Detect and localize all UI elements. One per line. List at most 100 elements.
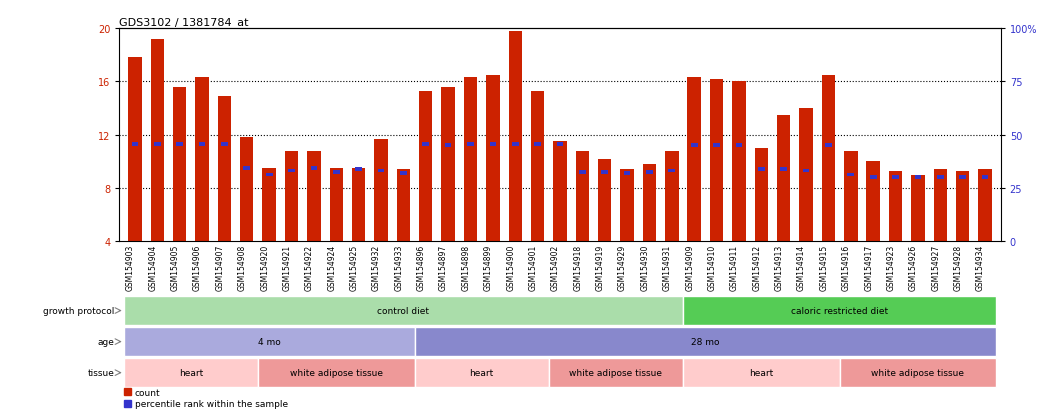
Bar [847, 173, 854, 177]
Bar [330, 169, 343, 242]
Bar [445, 144, 451, 148]
Text: GSM154905: GSM154905 [171, 244, 179, 291]
Bar [150, 40, 164, 242]
Bar [933, 170, 947, 242]
Text: GSM154899: GSM154899 [484, 244, 493, 290]
Text: GSM154896: GSM154896 [417, 244, 426, 290]
Text: GSM154916: GSM154916 [842, 244, 850, 290]
Text: GSM154907: GSM154907 [216, 244, 224, 291]
Text: white adipose tissue: white adipose tissue [289, 368, 383, 377]
Bar [691, 144, 698, 148]
Bar [489, 143, 497, 147]
Text: GSM154928: GSM154928 [954, 244, 962, 290]
Bar [915, 176, 921, 180]
Bar [646, 171, 653, 174]
Bar [579, 171, 586, 174]
Bar [912, 175, 925, 242]
Text: GSM154908: GSM154908 [237, 244, 247, 290]
Bar [377, 169, 385, 173]
Bar [288, 169, 295, 173]
Bar [710, 79, 723, 242]
Bar [199, 143, 205, 147]
Text: GSM154918: GSM154918 [573, 244, 583, 290]
Bar [576, 151, 589, 242]
Text: age: age [97, 337, 115, 346]
Bar [601, 171, 608, 174]
Bar [221, 143, 228, 147]
Text: GSM154930: GSM154930 [641, 244, 649, 291]
Bar [153, 143, 161, 147]
Bar [356, 168, 362, 172]
Text: GSM154919: GSM154919 [595, 244, 605, 290]
Bar [310, 166, 317, 170]
Bar [825, 144, 832, 148]
Text: GSM154900: GSM154900 [506, 244, 515, 291]
Bar [240, 138, 253, 242]
Bar [307, 151, 320, 242]
Bar [467, 143, 474, 147]
Text: heart: heart [178, 368, 203, 377]
Bar [978, 170, 991, 242]
Bar [244, 166, 250, 170]
Text: GSM154901: GSM154901 [529, 244, 537, 290]
Text: control diet: control diet [377, 306, 429, 315]
Text: GSM154925: GSM154925 [349, 244, 359, 290]
Bar [758, 168, 764, 172]
Bar [173, 88, 187, 242]
Text: white adipose tissue: white adipose tissue [569, 368, 663, 377]
Bar [400, 172, 407, 176]
Bar [549, 358, 683, 387]
Bar [937, 176, 944, 180]
Bar [889, 171, 902, 242]
Bar [821, 76, 835, 242]
Bar [176, 143, 183, 147]
Text: GSM154897: GSM154897 [439, 244, 448, 290]
Bar [800, 109, 813, 242]
Bar [129, 58, 142, 242]
Bar [665, 151, 678, 242]
Bar [218, 97, 231, 242]
Bar [840, 358, 997, 387]
Text: GSM154932: GSM154932 [372, 244, 381, 290]
Text: GSM154934: GSM154934 [976, 244, 985, 291]
Text: growth protocol: growth protocol [44, 306, 115, 315]
Bar [956, 171, 970, 242]
Bar [285, 151, 299, 242]
Text: GSM154906: GSM154906 [193, 244, 202, 291]
Bar [777, 115, 790, 242]
Bar [195, 78, 208, 242]
Bar [508, 31, 522, 242]
Bar [415, 358, 549, 387]
Text: GSM154927: GSM154927 [931, 244, 941, 290]
Text: white adipose tissue: white adipose tissue [871, 368, 964, 377]
Text: GSM154929: GSM154929 [618, 244, 627, 290]
Text: GSM154910: GSM154910 [707, 244, 717, 290]
Bar [554, 142, 566, 242]
Text: GSM154904: GSM154904 [148, 244, 158, 291]
Text: GSM154898: GSM154898 [461, 244, 471, 290]
Text: GSM154909: GSM154909 [685, 244, 694, 291]
Bar [959, 176, 966, 180]
Bar [844, 151, 858, 242]
Bar [683, 358, 840, 387]
Bar [982, 176, 988, 180]
Text: GSM154923: GSM154923 [887, 244, 896, 290]
Text: GSM154915: GSM154915 [819, 244, 829, 290]
Bar [123, 328, 415, 356]
Bar [132, 143, 138, 147]
Bar [486, 76, 500, 242]
Bar [333, 171, 340, 174]
Text: caloric restricted diet: caloric restricted diet [791, 306, 888, 315]
Legend: count, percentile rank within the sample: count, percentile rank within the sample [123, 388, 287, 408]
Text: GSM154913: GSM154913 [775, 244, 784, 290]
Text: GSM154924: GSM154924 [328, 244, 336, 290]
Text: GSM154912: GSM154912 [752, 244, 761, 290]
Bar [669, 169, 675, 173]
Text: GSM154903: GSM154903 [125, 244, 135, 291]
Text: heart: heart [749, 368, 774, 377]
Text: GSM154921: GSM154921 [282, 244, 291, 290]
Bar [123, 358, 258, 387]
Bar [755, 149, 768, 242]
Bar [374, 139, 388, 242]
Bar [512, 143, 518, 147]
